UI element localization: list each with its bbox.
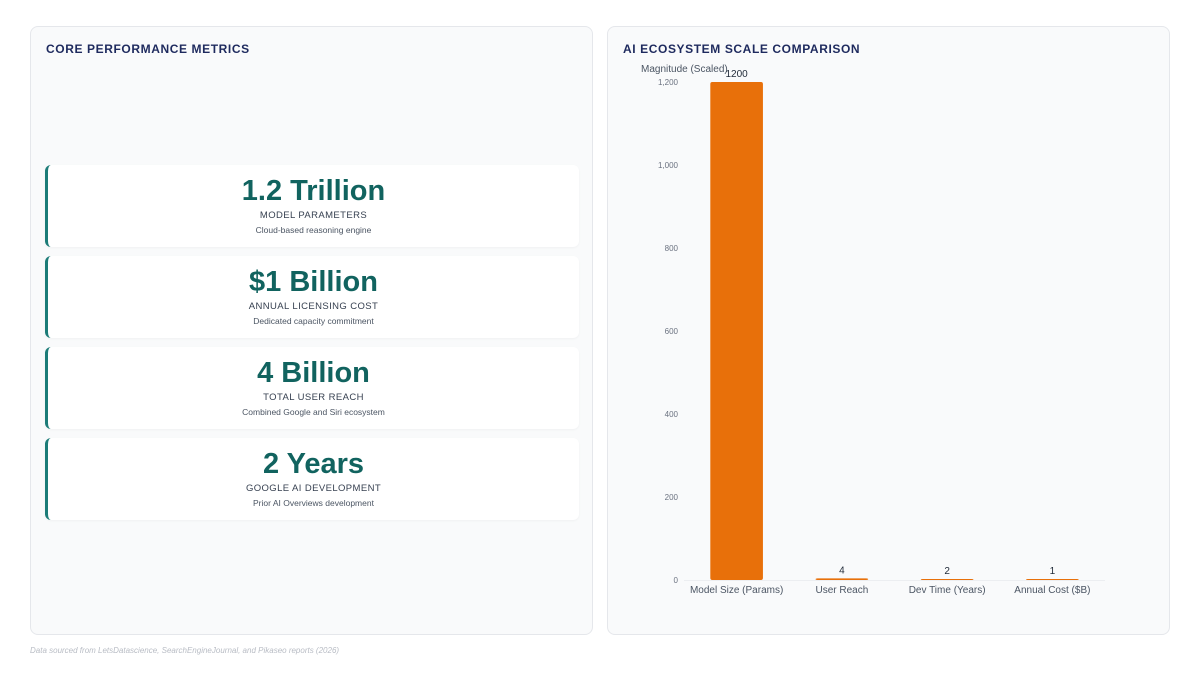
y-tick-label: 0 — [674, 576, 679, 585]
metric-label: TOTAL USER REACH — [263, 392, 364, 403]
x-tick-label: Model Size (Params) — [690, 585, 783, 596]
y-tick-label: 400 — [665, 410, 679, 419]
y-tick-label: 800 — [665, 244, 679, 253]
bar-0 — [710, 82, 763, 580]
metric-description: Prior AI Overviews development — [253, 498, 374, 508]
metric-card-parameters: 1.2 Trillion MODEL PARAMETERS Cloud-base… — [45, 165, 579, 247]
core-metrics-panel: CORE PERFORMANCE METRICS 1.2 Trillion MO… — [30, 26, 593, 635]
bar-1 — [815, 578, 869, 580]
ecosystem-chart-panel: AI ECOSYSTEM SCALE COMPARISON Magnitude … — [607, 26, 1170, 635]
y-tick-label: 1,200 — [658, 78, 679, 87]
metric-card-development: 2 Years GOOGLE AI DEVELOPMENT Prior AI O… — [45, 438, 579, 520]
metric-value: 1.2 Trillion — [241, 175, 386, 207]
data-label: 4 — [839, 565, 845, 576]
data-label: 1 — [1050, 566, 1056, 577]
metric-description: Dedicated capacity commitment — [253, 316, 374, 326]
metric-value: 4 Billion — [257, 357, 370, 389]
metric-value: 2 Years — [262, 448, 365, 480]
y-tick-label: 600 — [665, 327, 679, 336]
x-tick-label: User Reach — [815, 585, 868, 596]
bar-3 — [1026, 579, 1079, 580]
metric-card-licensing-cost: $1 Billion ANNUAL LICENSING COST Dedicat… — [45, 256, 579, 338]
x-tick-label: Dev Time (Years) — [909, 585, 986, 596]
chart-panel-title: AI ECOSYSTEM SCALE COMPARISON — [623, 42, 861, 56]
y-axis-label: Magnitude (Scaled) — [641, 64, 728, 75]
data-label: 1200 — [726, 69, 749, 80]
data-label: 2 — [944, 566, 950, 577]
metrics-list: 1.2 Trillion MODEL PARAMETERS Cloud-base… — [45, 165, 579, 529]
metric-label: GOOGLE AI DEVELOPMENT — [245, 483, 382, 494]
core-metrics-title: CORE PERFORMANCE METRICS — [46, 42, 250, 56]
metric-value: $1 Billion — [249, 266, 378, 298]
metric-label: MODEL PARAMETERS — [259, 210, 368, 221]
metric-card-user-reach: 4 Billion TOTAL USER REACH Combined Goog… — [45, 347, 579, 429]
bar-2 — [920, 579, 974, 580]
metric-label: ANNUAL LICENSING COST — [248, 301, 379, 312]
source-footnote: Data sourced from LetsDatascience, Searc… — [30, 646, 340, 655]
y-tick-label: 1,000 — [658, 161, 679, 170]
bar-chart: Magnitude (Scaled) 0 200 400 600 800 1,000 1,20… — [641, 64, 1105, 596]
x-tick-label: Annual Cost ($B) — [1014, 585, 1090, 596]
metric-description: Combined Google and Siri ecosystem — [242, 407, 385, 417]
y-tick-label: 200 — [665, 493, 679, 502]
metric-description: Cloud-based reasoning engine — [255, 225, 372, 235]
